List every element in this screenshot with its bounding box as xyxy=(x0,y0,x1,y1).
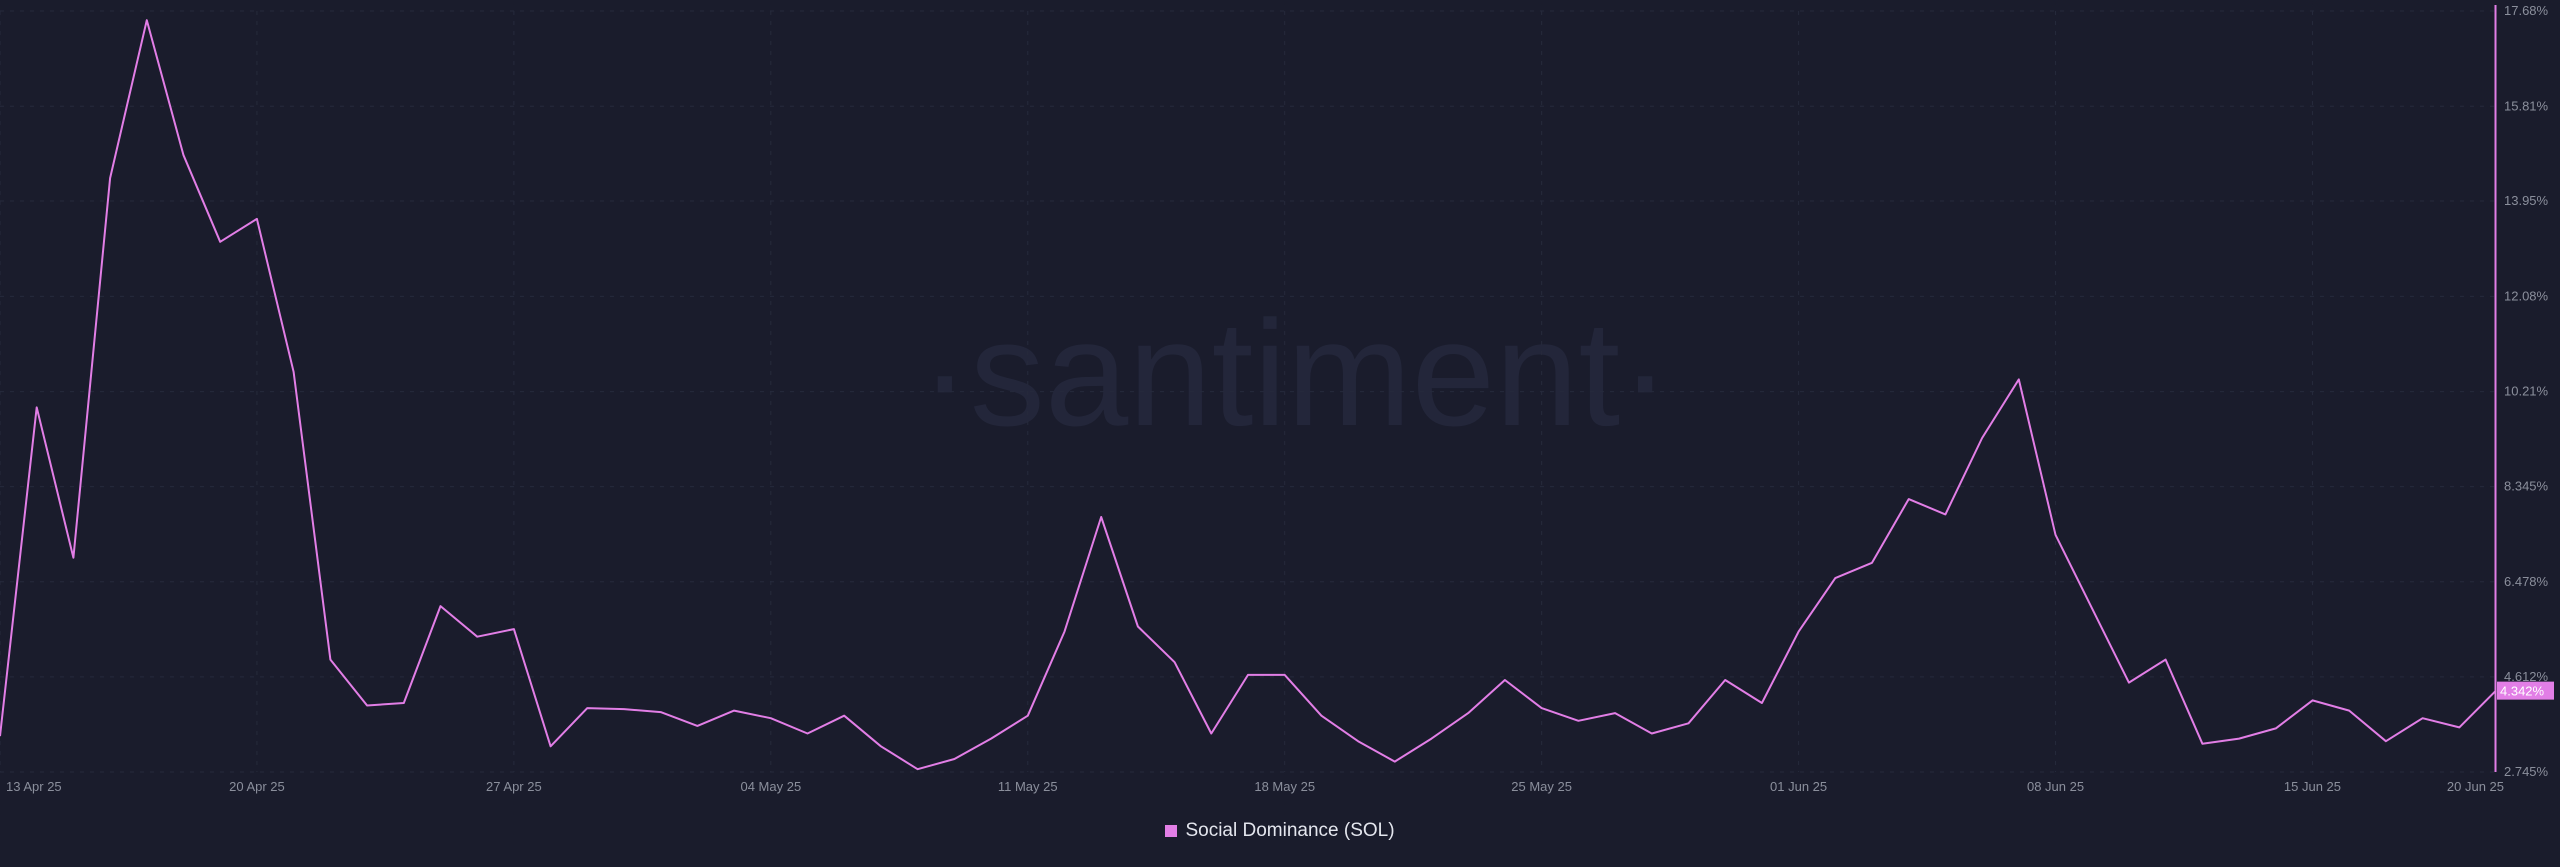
x-tick-label: 18 May 25 xyxy=(1254,779,1315,794)
legend-swatch xyxy=(1165,825,1178,837)
y-tick-label: 12.08% xyxy=(2504,288,2549,303)
legend-label: Social Dominance (SOL) xyxy=(1185,820,1395,841)
chart-legend[interactable]: Social Dominance (SOL) xyxy=(0,820,2560,842)
grid-lines xyxy=(0,10,2497,773)
y-tick-label: 4.612% xyxy=(2504,669,2549,684)
last-value-badge-bg xyxy=(2497,681,2554,700)
santiment-watermark: ·santiment· xyxy=(920,289,1670,457)
last-value-badge: 4.342% xyxy=(2497,681,2554,700)
x-tick-label: 15 Jun 25 xyxy=(2284,779,2341,794)
y-tick-label: 6.478% xyxy=(2504,574,2549,589)
x-tick-label: 25 May 25 xyxy=(1511,779,1572,794)
y-axis-ticks: 17.68% 15.81% 13.95% 12.08% 10.21% 8.345% 6.47… xyxy=(2504,3,2549,779)
x-tick-label: 04 May 25 xyxy=(740,779,801,794)
y-tick-label: 10.21% xyxy=(2504,384,2549,399)
x-tick-label: 20 Apr 25 xyxy=(229,779,285,794)
y-tick-label: 15.81% xyxy=(2504,98,2549,113)
series-line xyxy=(0,19,2497,771)
y-tick-label: 2.745% xyxy=(2504,764,2549,779)
x-tick-label: 13 Apr 25 xyxy=(6,779,62,794)
x-tick-label: 27 Apr 25 xyxy=(486,779,542,794)
series-layer xyxy=(0,19,2497,771)
last-value-label: 4.342% xyxy=(2500,684,2545,699)
x-tick-label: 20 Jun 25 xyxy=(2447,779,2504,794)
y-tick-label: 17.68% xyxy=(2504,3,2549,18)
x-tick-label: 08 Jun 25 xyxy=(2027,779,2084,794)
y-tick-label: 13.95% xyxy=(2504,193,2549,208)
x-axis-ticks: 13 Apr 25 20 Apr 25 27 Apr 25 04 May 25 11 M… xyxy=(6,779,2504,794)
y-tick-label: 8.345% xyxy=(2504,479,2549,494)
x-tick-label: 01 Jun 25 xyxy=(1770,779,1827,794)
x-tick-label: 11 May 25 xyxy=(998,779,1058,794)
